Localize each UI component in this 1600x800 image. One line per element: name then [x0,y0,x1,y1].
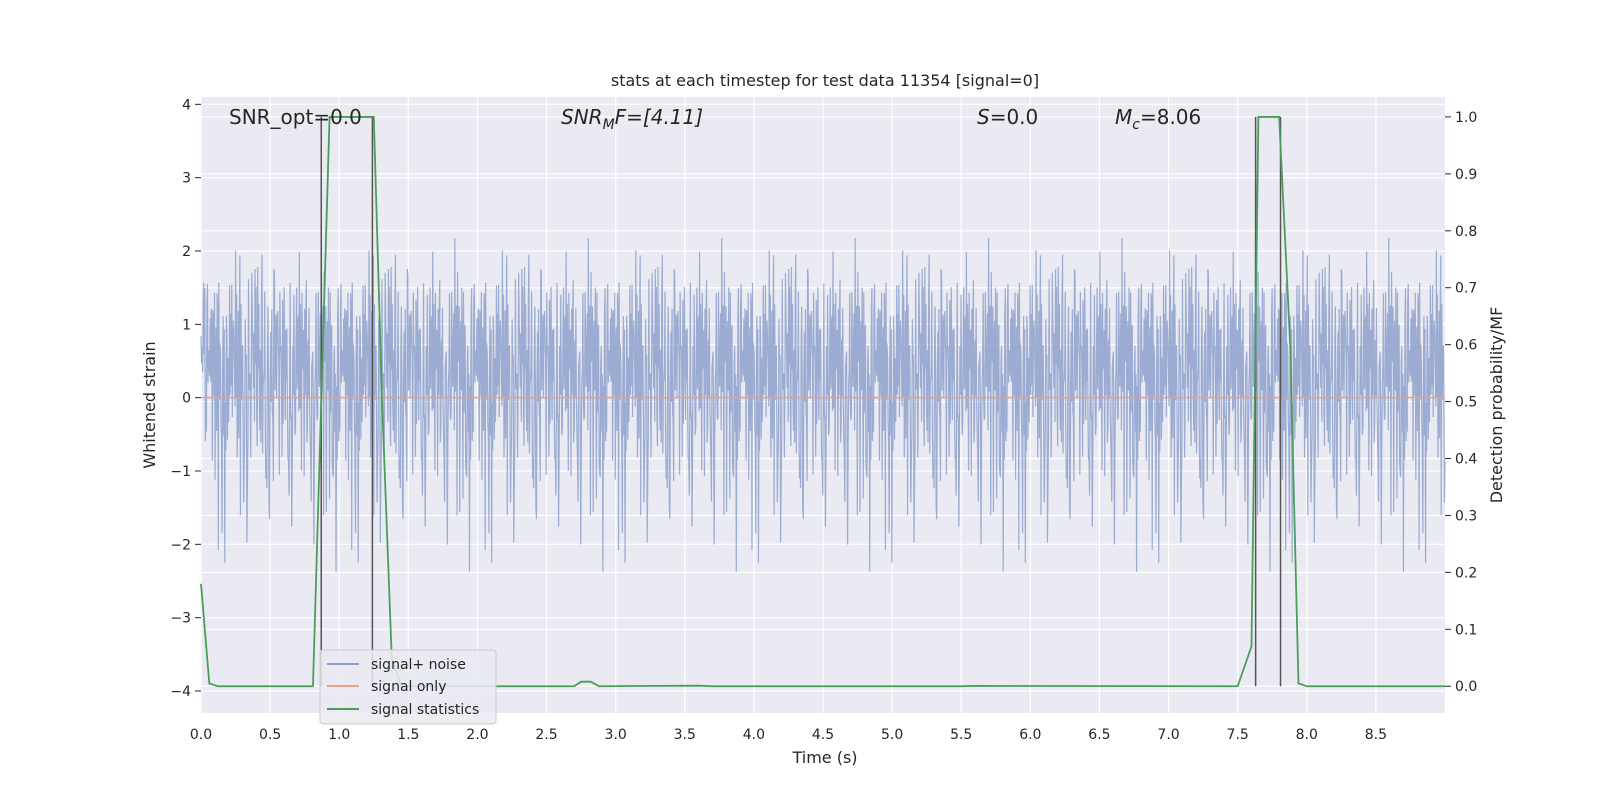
annotation-mc-sub: c [1132,117,1140,133]
annotation-s-name: S [977,105,990,129]
y-left-tick-label: 4 [182,97,191,113]
annotation-mc-name: M [1115,105,1132,129]
x-tick-label: 5.5 [950,727,972,743]
chart-title: stats at each timestep for test data 113… [611,71,1039,90]
signal-noise-line [200,238,1446,572]
series-signal-noise [200,238,1446,572]
x-tick-label: 2.0 [466,727,488,743]
annotation-snr-opt: SNR_opt=0.0 [229,105,362,129]
legend-label-signal-statistics: signal statistics [371,702,479,718]
series-lines [200,116,1445,688]
x-tick-label: 7.0 [1157,727,1179,743]
y-right-tick-label: 0.1 [1455,622,1477,638]
y-right-tick-label: 0.3 [1455,508,1477,524]
y-right-tick-label: 0.5 [1455,395,1477,411]
annotation-s-rest: =0.0 [990,105,1039,129]
y-right-tick-label: 0.7 [1455,281,1477,297]
x-tick-label: 3.0 [605,727,627,743]
y-left-tick-label: 1 [182,317,191,333]
x-tick-label: 0.5 [259,727,281,743]
x-tick-label: 2.5 [535,727,557,743]
annotation-snr-mf-rest: F=[4.11] [615,105,703,129]
y-left-tick-label: 2 [182,244,191,260]
x-tick-label: 8.0 [1296,727,1318,743]
y-left-tick-label: 3 [182,171,191,187]
y-axis-left-label: Whitened strain [140,341,159,468]
legend-label-signal-noise: signal+ noise [371,657,466,673]
y-right-tick-label: 0.0 [1455,679,1477,695]
y-right-tick-label: 0.2 [1455,565,1477,581]
x-tick-label: 6.0 [1019,727,1041,743]
annotation-snr-mf-sub: M [603,117,615,133]
x-tick-label: 1.5 [397,727,419,743]
y-left-tick-label: −4 [170,684,191,700]
x-axis-label: Time (s) [791,748,857,767]
y-right-tick-label: 0.8 [1455,224,1477,240]
annotation-snr-mf: SNRMF=[4.11] [561,105,703,133]
y-left-tick-label: −1 [170,464,191,480]
legend: signal+ noise signal only signal statist… [319,649,497,725]
legend-label-signal-only: signal only [371,679,446,695]
y-right-tick-label: 0.9 [1455,167,1477,183]
y-right-tick-label: 1.0 [1455,110,1477,126]
x-tick-label: 6.5 [1088,727,1110,743]
annotation-snr-mf-name: SNR [561,105,603,129]
y-axis-right-label: Detection probability/MF [1487,307,1506,504]
annotation-mc: Mc=8.06 [1115,105,1201,133]
legend-box [319,649,497,725]
y-right-tick-label: 0.6 [1455,338,1477,354]
x-tick-label: 7.5 [1227,727,1249,743]
x-tick-label: 5.0 [881,727,903,743]
annotation-mc-rest: =8.06 [1140,105,1201,129]
axis-ticks: 0.0 0.5 1.0 1.5 2.0 2.5 3.0 3.5 4.0 4.5 5.0 5.5 6.0 6… [170,97,1477,743]
y-left-tick-label: −3 [170,611,191,627]
x-tick-label: 1.0 [328,727,350,743]
x-tick-label: 3.5 [674,727,696,743]
x-tick-label: 0.0 [190,727,212,743]
y-left-tick-label: −2 [170,537,191,553]
y-right-tick-label: 0.4 [1455,452,1477,468]
signal-statistics-line [200,116,1445,688]
x-tick-label: 4.0 [743,727,765,743]
annotation-s: S=0.0 [977,105,1038,129]
x-tick-label: 4.5 [812,727,834,743]
x-tick-label: 8.5 [1365,727,1387,743]
y-left-tick-label: 0 [182,391,191,407]
